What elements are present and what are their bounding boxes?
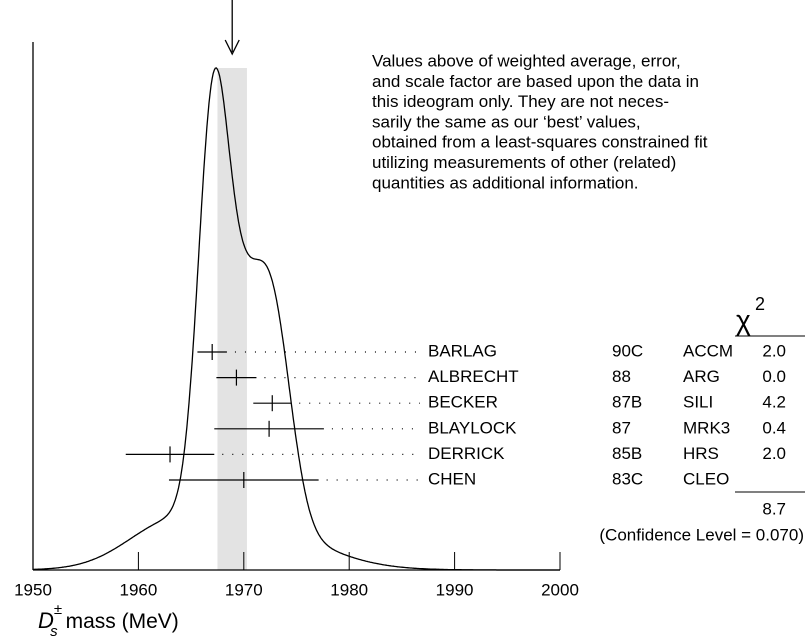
measurement-expt: ARG bbox=[683, 367, 720, 386]
measurement-chi2: 0.4 bbox=[762, 418, 786, 437]
x-tick-label: 1960 bbox=[119, 580, 157, 599]
measurement-chi2: 2.0 bbox=[762, 341, 786, 360]
measurement-expt: CLEO bbox=[683, 469, 729, 488]
arrow-head bbox=[224, 39, 240, 56]
measurement-name: BARLAG bbox=[428, 341, 497, 360]
x-axis-label: D± s mass (MeV) bbox=[38, 601, 179, 640]
note-line: Values above of weighted average, error, bbox=[372, 51, 681, 70]
measurement-expt: HRS bbox=[683, 444, 719, 463]
measurement-expt: SILI bbox=[683, 393, 713, 412]
x-label-text: mass (MeV) bbox=[66, 610, 179, 633]
measurement-ref: 88 bbox=[612, 367, 631, 386]
measurement-chi2: 4.2 bbox=[762, 393, 786, 412]
x-tick-label: 1950 bbox=[14, 580, 52, 599]
measurement-chi2: 2.0 bbox=[762, 444, 786, 463]
confidence-level: (Confidence Level = 0.070) bbox=[599, 525, 804, 544]
measurement-ref: 90C bbox=[612, 341, 643, 360]
x-tick-label: 1990 bbox=[436, 580, 474, 599]
measurement-ref: 87 bbox=[612, 418, 631, 437]
x-label-sup: ± bbox=[54, 601, 62, 618]
note-line: sarily the same as our ‘best’ values, bbox=[372, 112, 641, 131]
x-tick-label: 2000 bbox=[541, 580, 579, 599]
measurement-ref: 87B bbox=[612, 393, 642, 412]
note-line: and scale factor are based upon the data… bbox=[372, 72, 699, 91]
note-line: utilizing measurements of other (related… bbox=[372, 153, 676, 172]
measurement-expt: MRK3 bbox=[683, 418, 730, 437]
chi2-power: 2 bbox=[755, 294, 765, 314]
x-tick-label: 1970 bbox=[225, 580, 263, 599]
chi2-total: 8.7 bbox=[762, 499, 786, 518]
x-label-sub: s bbox=[50, 623, 58, 640]
measurement-expt: ACCM bbox=[683, 341, 733, 360]
note-line: this ideogram only. They are not neces- bbox=[372, 92, 669, 111]
measurement-name: BECKER bbox=[428, 393, 498, 412]
measurement-name: ALBRECHT bbox=[428, 367, 519, 386]
note-line: obtained from a least-squares constraine… bbox=[372, 133, 708, 152]
note-line: quantities as additional information. bbox=[372, 173, 639, 192]
x-tick-label: 1980 bbox=[330, 580, 368, 599]
chi2-header: χ bbox=[736, 304, 751, 335]
measurement-name: BLAYLOCK bbox=[428, 418, 517, 437]
measurement-ref: 85B bbox=[612, 444, 642, 463]
measurement-ref: 83C bbox=[612, 469, 643, 488]
measurement-name: DERRICK bbox=[428, 444, 505, 463]
x-label-base: D bbox=[38, 608, 54, 633]
measurement-name: CHEN bbox=[428, 469, 476, 488]
measurement-chi2: 0.0 bbox=[762, 367, 786, 386]
average-band bbox=[217, 68, 247, 570]
